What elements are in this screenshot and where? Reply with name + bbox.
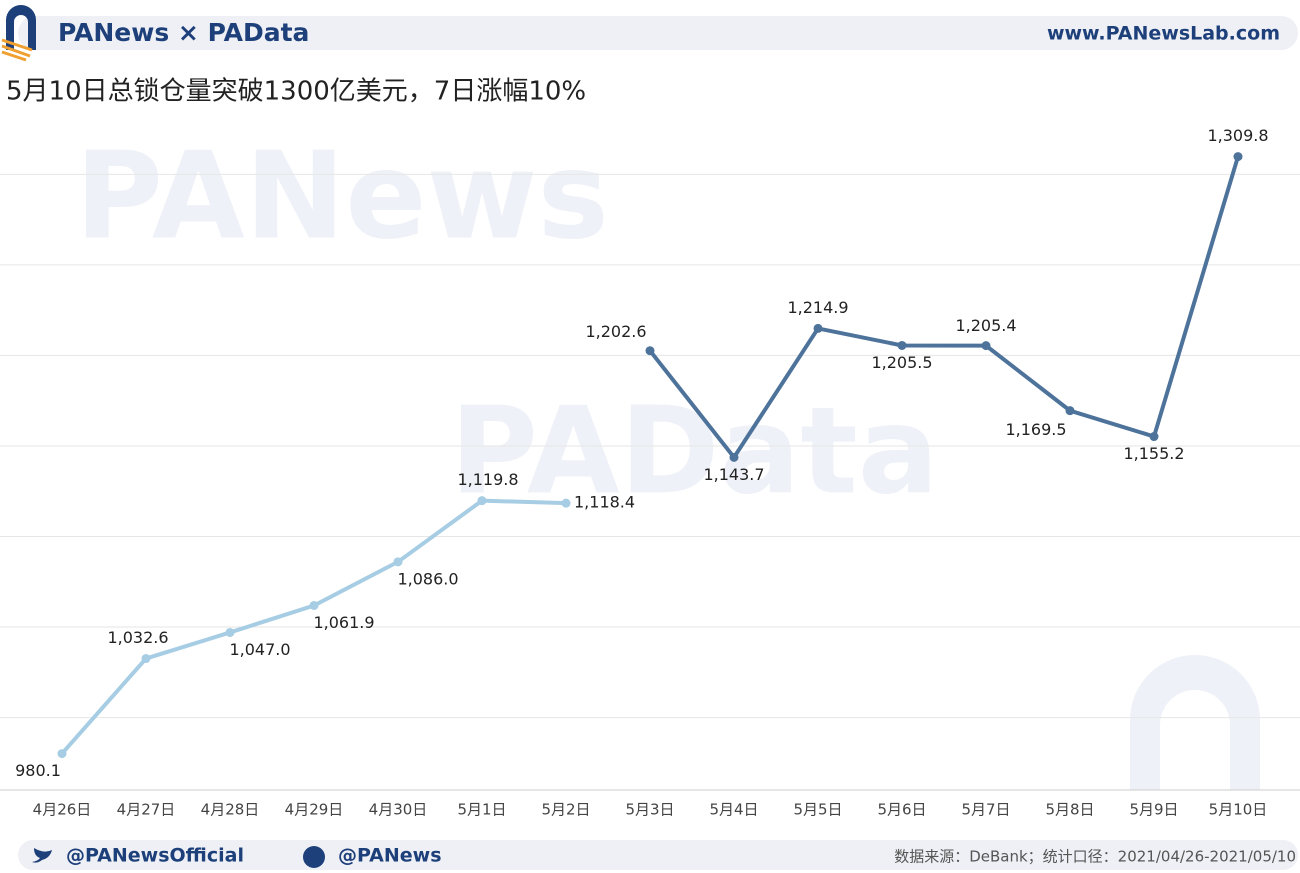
- value-label: 1,119.8: [457, 470, 518, 489]
- watermark: PANews: [75, 128, 609, 267]
- watermark-logo: [1130, 655, 1260, 790]
- x-tick-label: 5月9日: [1129, 801, 1178, 819]
- point: [1149, 432, 1159, 442]
- x-tick-label: 5月3日: [625, 801, 674, 819]
- value-label: 980.1: [15, 761, 61, 780]
- twitter: @PANewsOfficial: [66, 845, 244, 867]
- footer-bar: [18, 840, 1298, 870]
- value-label: 1,205.4: [955, 316, 1016, 335]
- x-tick-label: 5月1日: [457, 801, 506, 819]
- value-label: 1,086.0: [397, 569, 458, 588]
- point: [141, 654, 151, 664]
- point: [57, 749, 67, 759]
- site: www.PANewsLab.com: [1047, 23, 1280, 45]
- logo-stripes: [1, 38, 33, 62]
- x-tick-label: 4月26日: [33, 801, 92, 819]
- point: [981, 341, 991, 351]
- value-label: 1,047.0: [229, 640, 290, 659]
- twitter-icon: [32, 848, 52, 863]
- x-tick-label: 5月6日: [877, 801, 926, 819]
- x-tick-label: 4月30日: [369, 801, 428, 819]
- x-tick-label: 5月10日: [1209, 801, 1268, 819]
- source: 数据来源：DeBank；统计口径：2021/04/26-2021/05/10: [894, 848, 1296, 866]
- value-label: 1,169.5: [1005, 420, 1066, 439]
- value-label: 1,118.4: [574, 493, 635, 512]
- value-label: 1,032.6: [107, 628, 168, 647]
- series-line: [648, 156, 1240, 461]
- chart-title: 5月10日总锁仓量突破1300亿美元，7日涨幅10%: [6, 77, 586, 107]
- brand: PANews × PAData: [58, 18, 309, 47]
- x-tick-label: 5月2日: [541, 801, 590, 819]
- header-bar: [18, 16, 1298, 50]
- value-label: 1,214.9: [787, 298, 848, 317]
- point: [309, 600, 319, 610]
- point: [561, 498, 571, 508]
- point: [813, 323, 823, 333]
- weibo-icon: [303, 846, 325, 868]
- logo: [6, 5, 36, 50]
- value-label: 1,205.5: [871, 353, 932, 372]
- point: [897, 340, 907, 350]
- point: [1233, 152, 1243, 162]
- point: [729, 452, 739, 462]
- value-label: 1,155.2: [1123, 444, 1184, 463]
- value-label: 1,202.6: [585, 322, 646, 341]
- x-tick-label: 4月29日: [285, 801, 344, 819]
- value-label: 1,061.9: [313, 613, 374, 632]
- value-label: 1,143.7: [703, 465, 764, 484]
- weibo: @PANews: [338, 845, 442, 867]
- point: [225, 627, 235, 637]
- x-tick-label: 4月28日: [201, 801, 260, 819]
- point: [1065, 406, 1075, 416]
- x-tick-label: 5月8日: [1045, 801, 1094, 819]
- plot: 4月26日 4月27日 4月28日 4月29日 4月30日 5月1日 5月2日 5月3日 5月4…: [0, 126, 1300, 819]
- point: [477, 496, 487, 506]
- x-tick-label: 5月7日: [961, 801, 1010, 819]
- x-tick-label: 4月27日: [117, 801, 176, 819]
- point: [645, 346, 655, 356]
- value-label: 1,309.8: [1207, 126, 1268, 145]
- x-tick-label: 5月5日: [793, 801, 842, 819]
- point: [393, 557, 403, 567]
- x-tick-label: 5月4日: [709, 801, 758, 819]
